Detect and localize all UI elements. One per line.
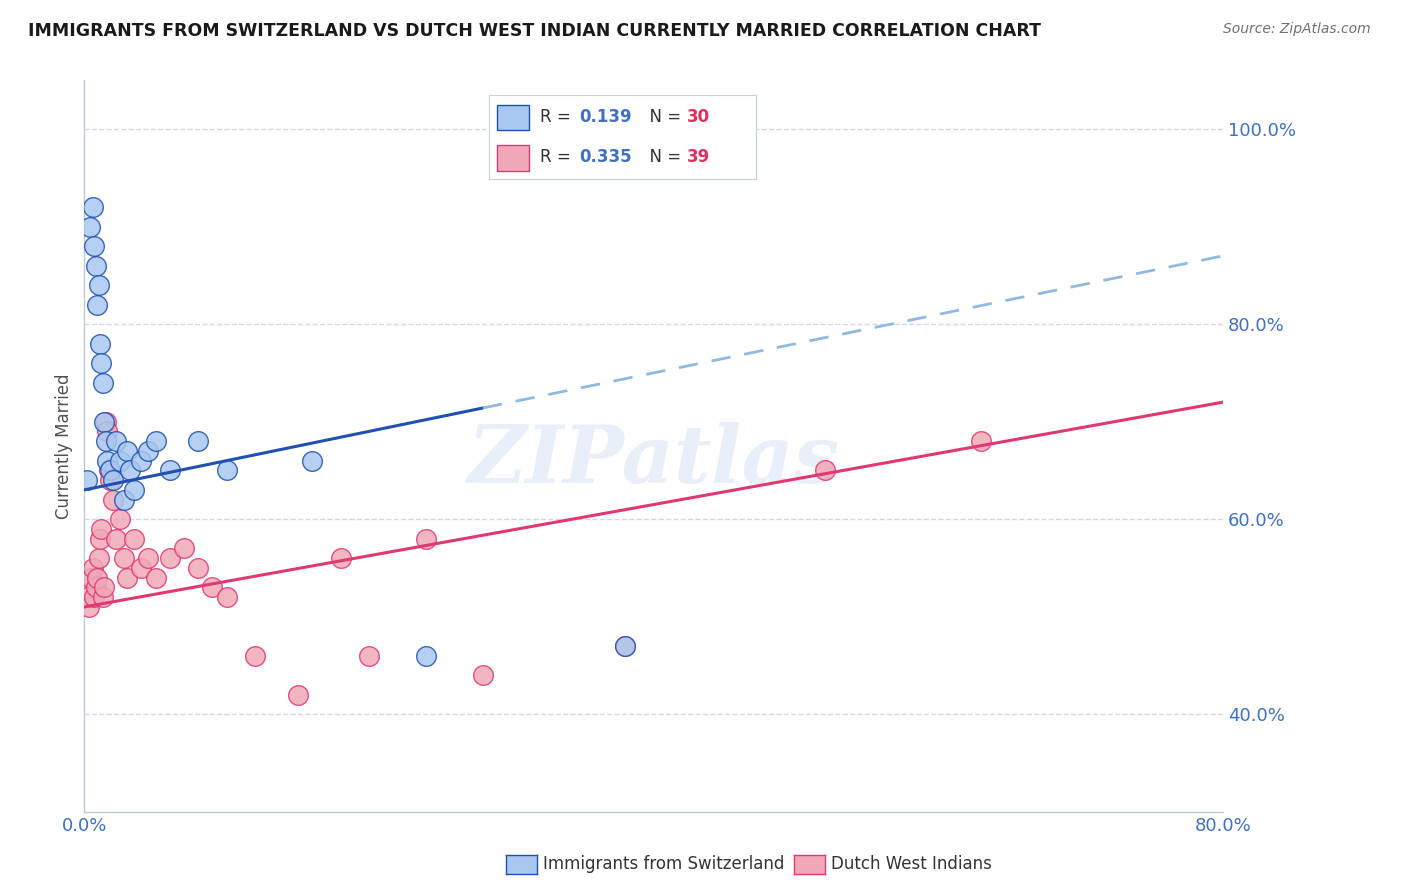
Point	[138, 551, 160, 566]
Point	[472, 668, 495, 682]
Point	[104, 434, 127, 449]
Point	[87, 551, 110, 566]
Point	[104, 532, 127, 546]
Point	[76, 590, 98, 604]
Point	[187, 561, 209, 575]
Point	[87, 278, 110, 293]
Point	[215, 463, 238, 477]
Text: Source: ZipAtlas.com: Source: ZipAtlas.com	[1223, 22, 1371, 37]
Point	[122, 532, 145, 546]
Point	[287, 688, 309, 702]
Point	[115, 571, 138, 585]
Point	[79, 219, 101, 234]
Point	[98, 473, 121, 487]
Point	[159, 463, 181, 477]
Point	[96, 453, 118, 467]
Point	[131, 561, 153, 575]
Point	[77, 599, 100, 614]
Point	[93, 415, 115, 429]
Point	[187, 434, 209, 449]
Point	[108, 512, 131, 526]
Point	[82, 200, 104, 214]
Point	[245, 648, 267, 663]
Point	[94, 434, 117, 449]
Point	[118, 463, 141, 477]
Point	[98, 463, 121, 477]
Point	[91, 376, 114, 390]
Point	[108, 453, 131, 467]
Point	[173, 541, 195, 556]
Point	[84, 581, 107, 595]
Point	[145, 434, 167, 449]
Point	[90, 356, 112, 370]
Point	[112, 492, 135, 507]
Point	[97, 463, 120, 477]
Point	[80, 571, 103, 585]
Point	[614, 639, 637, 653]
Point	[215, 590, 238, 604]
Point	[145, 571, 167, 585]
Point	[112, 551, 135, 566]
Point	[101, 492, 124, 507]
Point	[82, 561, 104, 575]
Point	[201, 581, 224, 595]
Point	[89, 336, 111, 351]
Point	[83, 239, 105, 253]
Point	[329, 551, 352, 566]
Point	[90, 522, 112, 536]
Y-axis label: Currently Married: Currently Married	[55, 373, 73, 519]
Point	[76, 473, 98, 487]
Point	[86, 297, 108, 311]
Point	[359, 648, 381, 663]
Point	[970, 434, 993, 449]
Text: IMMIGRANTS FROM SWITZERLAND VS DUTCH WEST INDIAN CURRENTLY MARRIED CORRELATION C: IMMIGRANTS FROM SWITZERLAND VS DUTCH WES…	[28, 22, 1040, 40]
Point	[122, 483, 145, 497]
Point	[614, 639, 637, 653]
Point	[131, 453, 153, 467]
Point	[86, 571, 108, 585]
Point	[159, 551, 181, 566]
Point	[115, 443, 138, 458]
Point	[96, 425, 118, 439]
Point	[84, 259, 107, 273]
Point	[301, 453, 323, 467]
Point	[415, 648, 437, 663]
Point	[138, 443, 160, 458]
Point	[415, 532, 437, 546]
Point	[83, 590, 105, 604]
Text: ZIPatlas: ZIPatlas	[468, 422, 839, 500]
Point	[101, 473, 124, 487]
Point	[93, 581, 115, 595]
Point	[814, 463, 837, 477]
Point	[89, 532, 111, 546]
Text: Dutch West Indians: Dutch West Indians	[831, 855, 991, 873]
Point	[94, 415, 117, 429]
Text: Immigrants from Switzerland: Immigrants from Switzerland	[543, 855, 785, 873]
Point	[91, 590, 114, 604]
